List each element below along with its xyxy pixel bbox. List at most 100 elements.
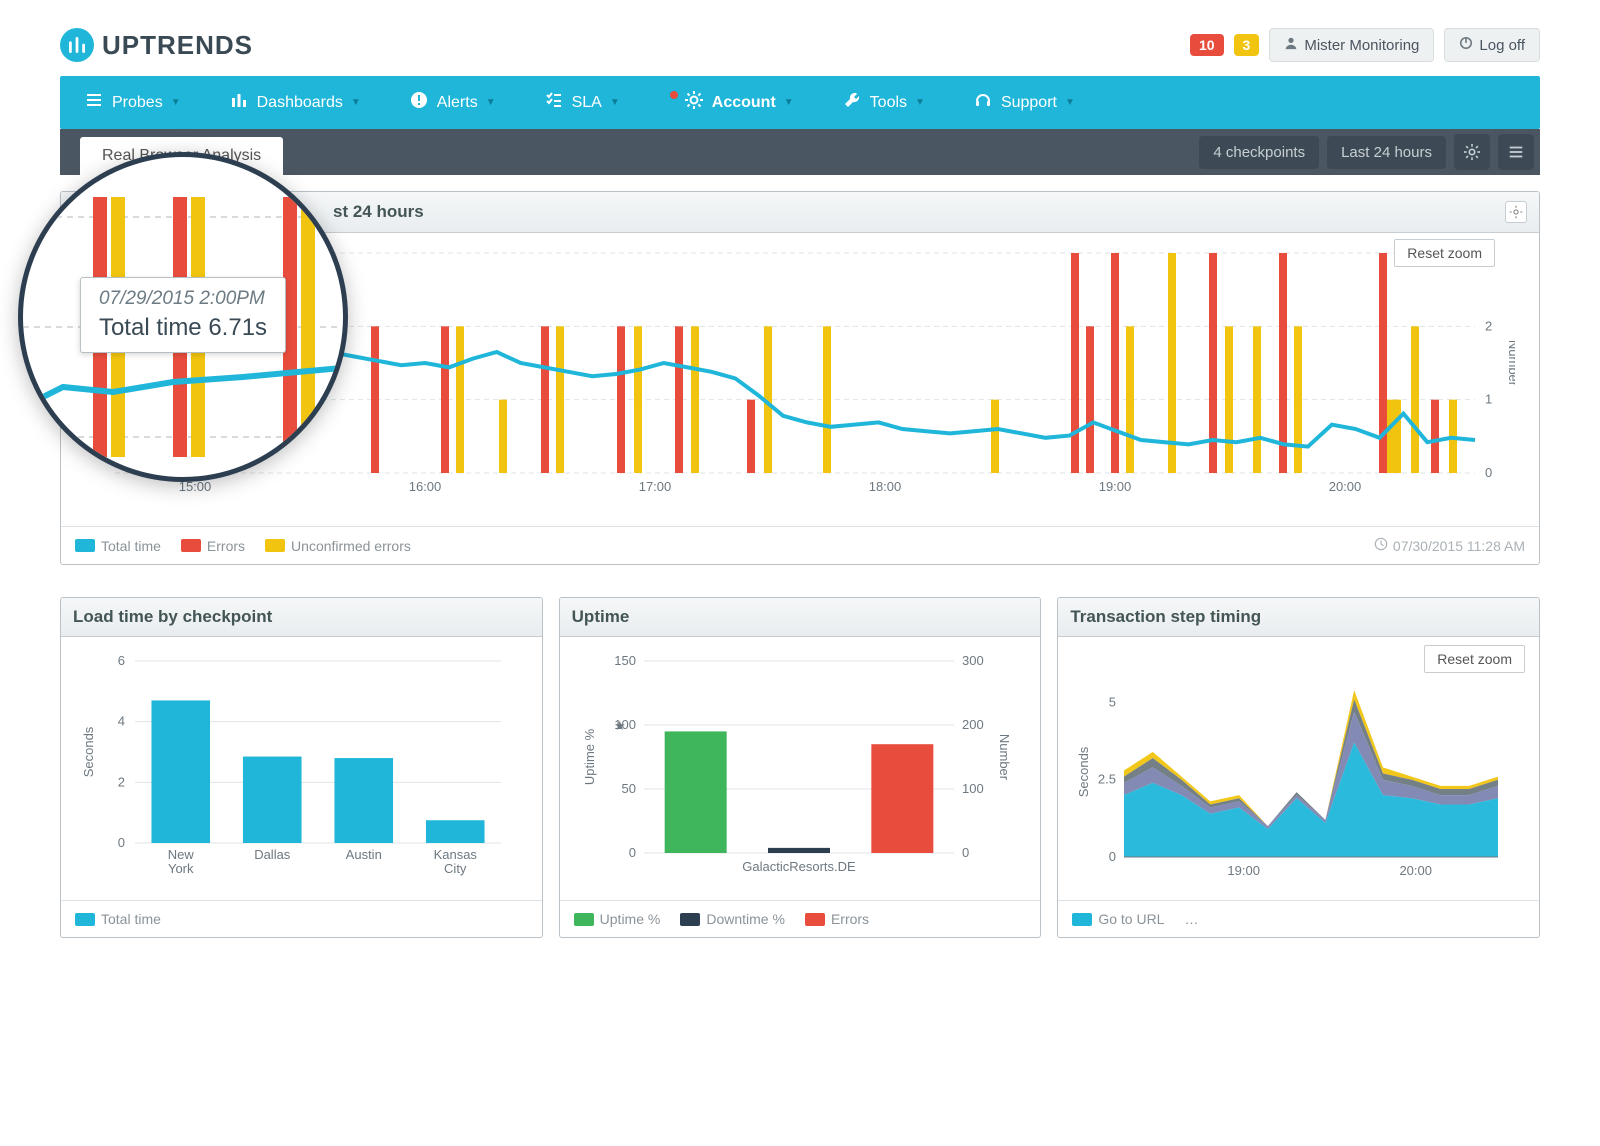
panel-loadtime: Load time by checkpoint 0 2 4 6 Seconds NewYo…	[60, 597, 543, 938]
panels-row: Load time by checkpoint 0 2 4 6 Seconds NewYo…	[60, 581, 1540, 938]
reset-zoom-button[interactable]: Reset zoom	[1394, 239, 1495, 267]
svg-text:17:00: 17:00	[639, 479, 672, 494]
svg-text:Austin: Austin	[346, 847, 382, 862]
svg-text:1: 1	[1485, 392, 1492, 407]
caret-down-icon: ▼	[351, 97, 361, 108]
loadtime-chart: 0 2 4 6 Seconds NewYork Dallas Austin KansasCity	[75, 647, 515, 887]
logoff-button[interactable]: Log off	[1444, 28, 1540, 62]
magnifier-overlay: 07/29/2015 2:00PM Total time 6.71s	[18, 152, 348, 482]
wrench-icon	[842, 90, 862, 115]
svg-text:Seconds: Seconds	[81, 726, 96, 777]
settings-icon-button[interactable]	[1454, 134, 1490, 170]
svg-text:100: 100	[962, 781, 984, 796]
timestamp-text: 07/30/2015 11:28 AM	[1393, 538, 1525, 554]
svg-text:Number: Number	[997, 734, 1012, 781]
svg-text:0: 0	[628, 845, 635, 860]
nav-item-support[interactable]: Support ▼	[949, 76, 1099, 129]
alert-icon	[409, 90, 429, 115]
legend-item[interactable]: Total time	[75, 538, 161, 554]
uptime-chart: 0050100100200150300Uptime %Number★Galact…	[574, 647, 1014, 887]
svg-text:New: New	[168, 847, 195, 862]
svg-text:0: 0	[962, 845, 969, 860]
caret-down-icon: ▼	[610, 97, 620, 108]
panel-uptime-foot: Uptime %Downtime %Errors	[560, 900, 1041, 937]
legend-item[interactable]: Unconfirmed errors	[265, 538, 411, 554]
tooltip-timestamp: 07/29/2015 2:00PM	[99, 288, 267, 310]
checkpoints-button[interactable]: 4 checkpoints	[1199, 136, 1319, 169]
nav-item-dashboards[interactable]: Dashboards ▼	[205, 76, 385, 129]
hamburger-icon-button[interactable]	[1498, 134, 1534, 170]
nav-item-probes[interactable]: Probes ▼	[60, 76, 205, 129]
legend-item[interactable]: Errors	[181, 538, 245, 554]
nav-item-sla[interactable]: SLA ▼	[520, 76, 644, 129]
panel-uptime-body[interactable]: 0050100100200150300Uptime %Number★Galact…	[560, 637, 1041, 900]
headset-icon	[973, 90, 993, 115]
caret-down-icon: ▼	[171, 97, 181, 108]
panel-main-foot: Total time Errors Unconfirmed errors 07/30…	[61, 526, 1539, 564]
timerange-button[interactable]: Last 24 hours	[1327, 136, 1446, 169]
svg-text:20:00: 20:00	[1400, 863, 1433, 878]
svg-text:Seconds: Seconds	[1076, 746, 1091, 797]
svg-text:2: 2	[1485, 318, 1492, 333]
transaction-chart: 0 2.5 5 Seconds 19:00 20:00	[1072, 647, 1512, 887]
user-button[interactable]: Mister Monitoring	[1269, 28, 1434, 62]
caret-down-icon: ▼	[486, 97, 496, 108]
reset-zoom-button-2[interactable]: Reset zoom	[1424, 645, 1525, 673]
svg-text:6: 6	[118, 653, 125, 668]
svg-text:2.5: 2.5	[1098, 772, 1116, 787]
logoff-label: Log off	[1479, 37, 1525, 54]
alert-badge-red[interactable]: 10	[1190, 34, 1224, 56]
nav-item-account[interactable]: Account ▼	[644, 76, 818, 129]
logo-icon	[60, 28, 94, 62]
main-legend: Total time Errors Unconfirmed errors	[75, 538, 411, 554]
svg-text:0: 0	[1109, 849, 1116, 864]
panel-loadtime-head: Load time by checkpoint	[61, 598, 542, 637]
sub-bar-right: 4 checkpoints Last 24 hours	[1199, 134, 1534, 170]
panel-loadtime-foot: Total time	[61, 900, 542, 937]
menu-icon	[84, 90, 104, 115]
svg-text:4: 4	[118, 714, 125, 729]
panel-transaction-body[interactable]: Reset zoom 0 2.5 5 Seconds 19:00 20:00	[1058, 637, 1539, 900]
checklist-icon	[544, 90, 564, 115]
svg-text:5: 5	[1109, 694, 1116, 709]
svg-text:York: York	[168, 861, 194, 876]
alert-badge-yellow[interactable]: 3	[1234, 34, 1260, 56]
chart-tooltip: 07/29/2015 2:00PM Total time 6.71s	[80, 277, 286, 353]
svg-text:GalacticResorts.DE: GalacticResorts.DE	[742, 859, 856, 874]
svg-text:★: ★	[614, 718, 626, 733]
bars-icon	[229, 90, 249, 115]
nav-item-tools[interactable]: Tools ▼	[818, 76, 949, 129]
brand-name: UPTRENDS	[102, 30, 253, 61]
nav-item-alerts[interactable]: Alerts ▼	[385, 76, 520, 129]
svg-text:300: 300	[962, 653, 984, 668]
caret-down-icon: ▼	[784, 97, 794, 108]
panel-uptime: Uptime 0050100100200150300Uptime %Number…	[559, 597, 1042, 938]
svg-text:19:00: 19:00	[1099, 479, 1132, 494]
top-right: 10 3 Mister Monitoring Log off	[1190, 28, 1540, 62]
panel-transaction-head: Transaction step timing	[1058, 598, 1539, 637]
svg-text:Kansas: Kansas	[434, 847, 478, 862]
power-icon	[1459, 36, 1473, 54]
tooltip-value: Total time 6.71s	[99, 314, 267, 342]
svg-text:Dallas: Dallas	[254, 847, 291, 862]
svg-text:50: 50	[621, 781, 635, 796]
svg-text:0: 0	[118, 835, 125, 850]
clock-icon	[1374, 537, 1388, 554]
svg-text:City: City	[444, 861, 467, 876]
svg-text:19:00: 19:00	[1228, 863, 1261, 878]
panel-loadtime-body[interactable]: 0 2 4 6 Seconds NewYork Dallas Austin KansasCity	[61, 637, 542, 900]
user-label: Mister Monitoring	[1304, 37, 1419, 54]
caret-down-icon: ▼	[1065, 97, 1075, 108]
svg-text:18:00: 18:00	[869, 479, 902, 494]
brand-logo[interactable]: UPTRENDS	[60, 28, 253, 62]
svg-text:2: 2	[118, 774, 125, 789]
gear-icon	[684, 90, 704, 115]
panel-transaction: Transaction step timing Reset zoom 0 2.5 5…	[1057, 597, 1540, 938]
caret-down-icon: ▼	[915, 97, 925, 108]
user-icon	[1284, 36, 1298, 54]
svg-text:Uptime %: Uptime %	[582, 728, 597, 785]
notification-dot-icon	[670, 91, 678, 99]
main-nav: Probes ▼Dashboards ▼Alerts ▼SLA ▼Account…	[60, 76, 1540, 129]
panel-gear-button[interactable]	[1505, 201, 1527, 223]
svg-text:200: 200	[962, 717, 984, 732]
